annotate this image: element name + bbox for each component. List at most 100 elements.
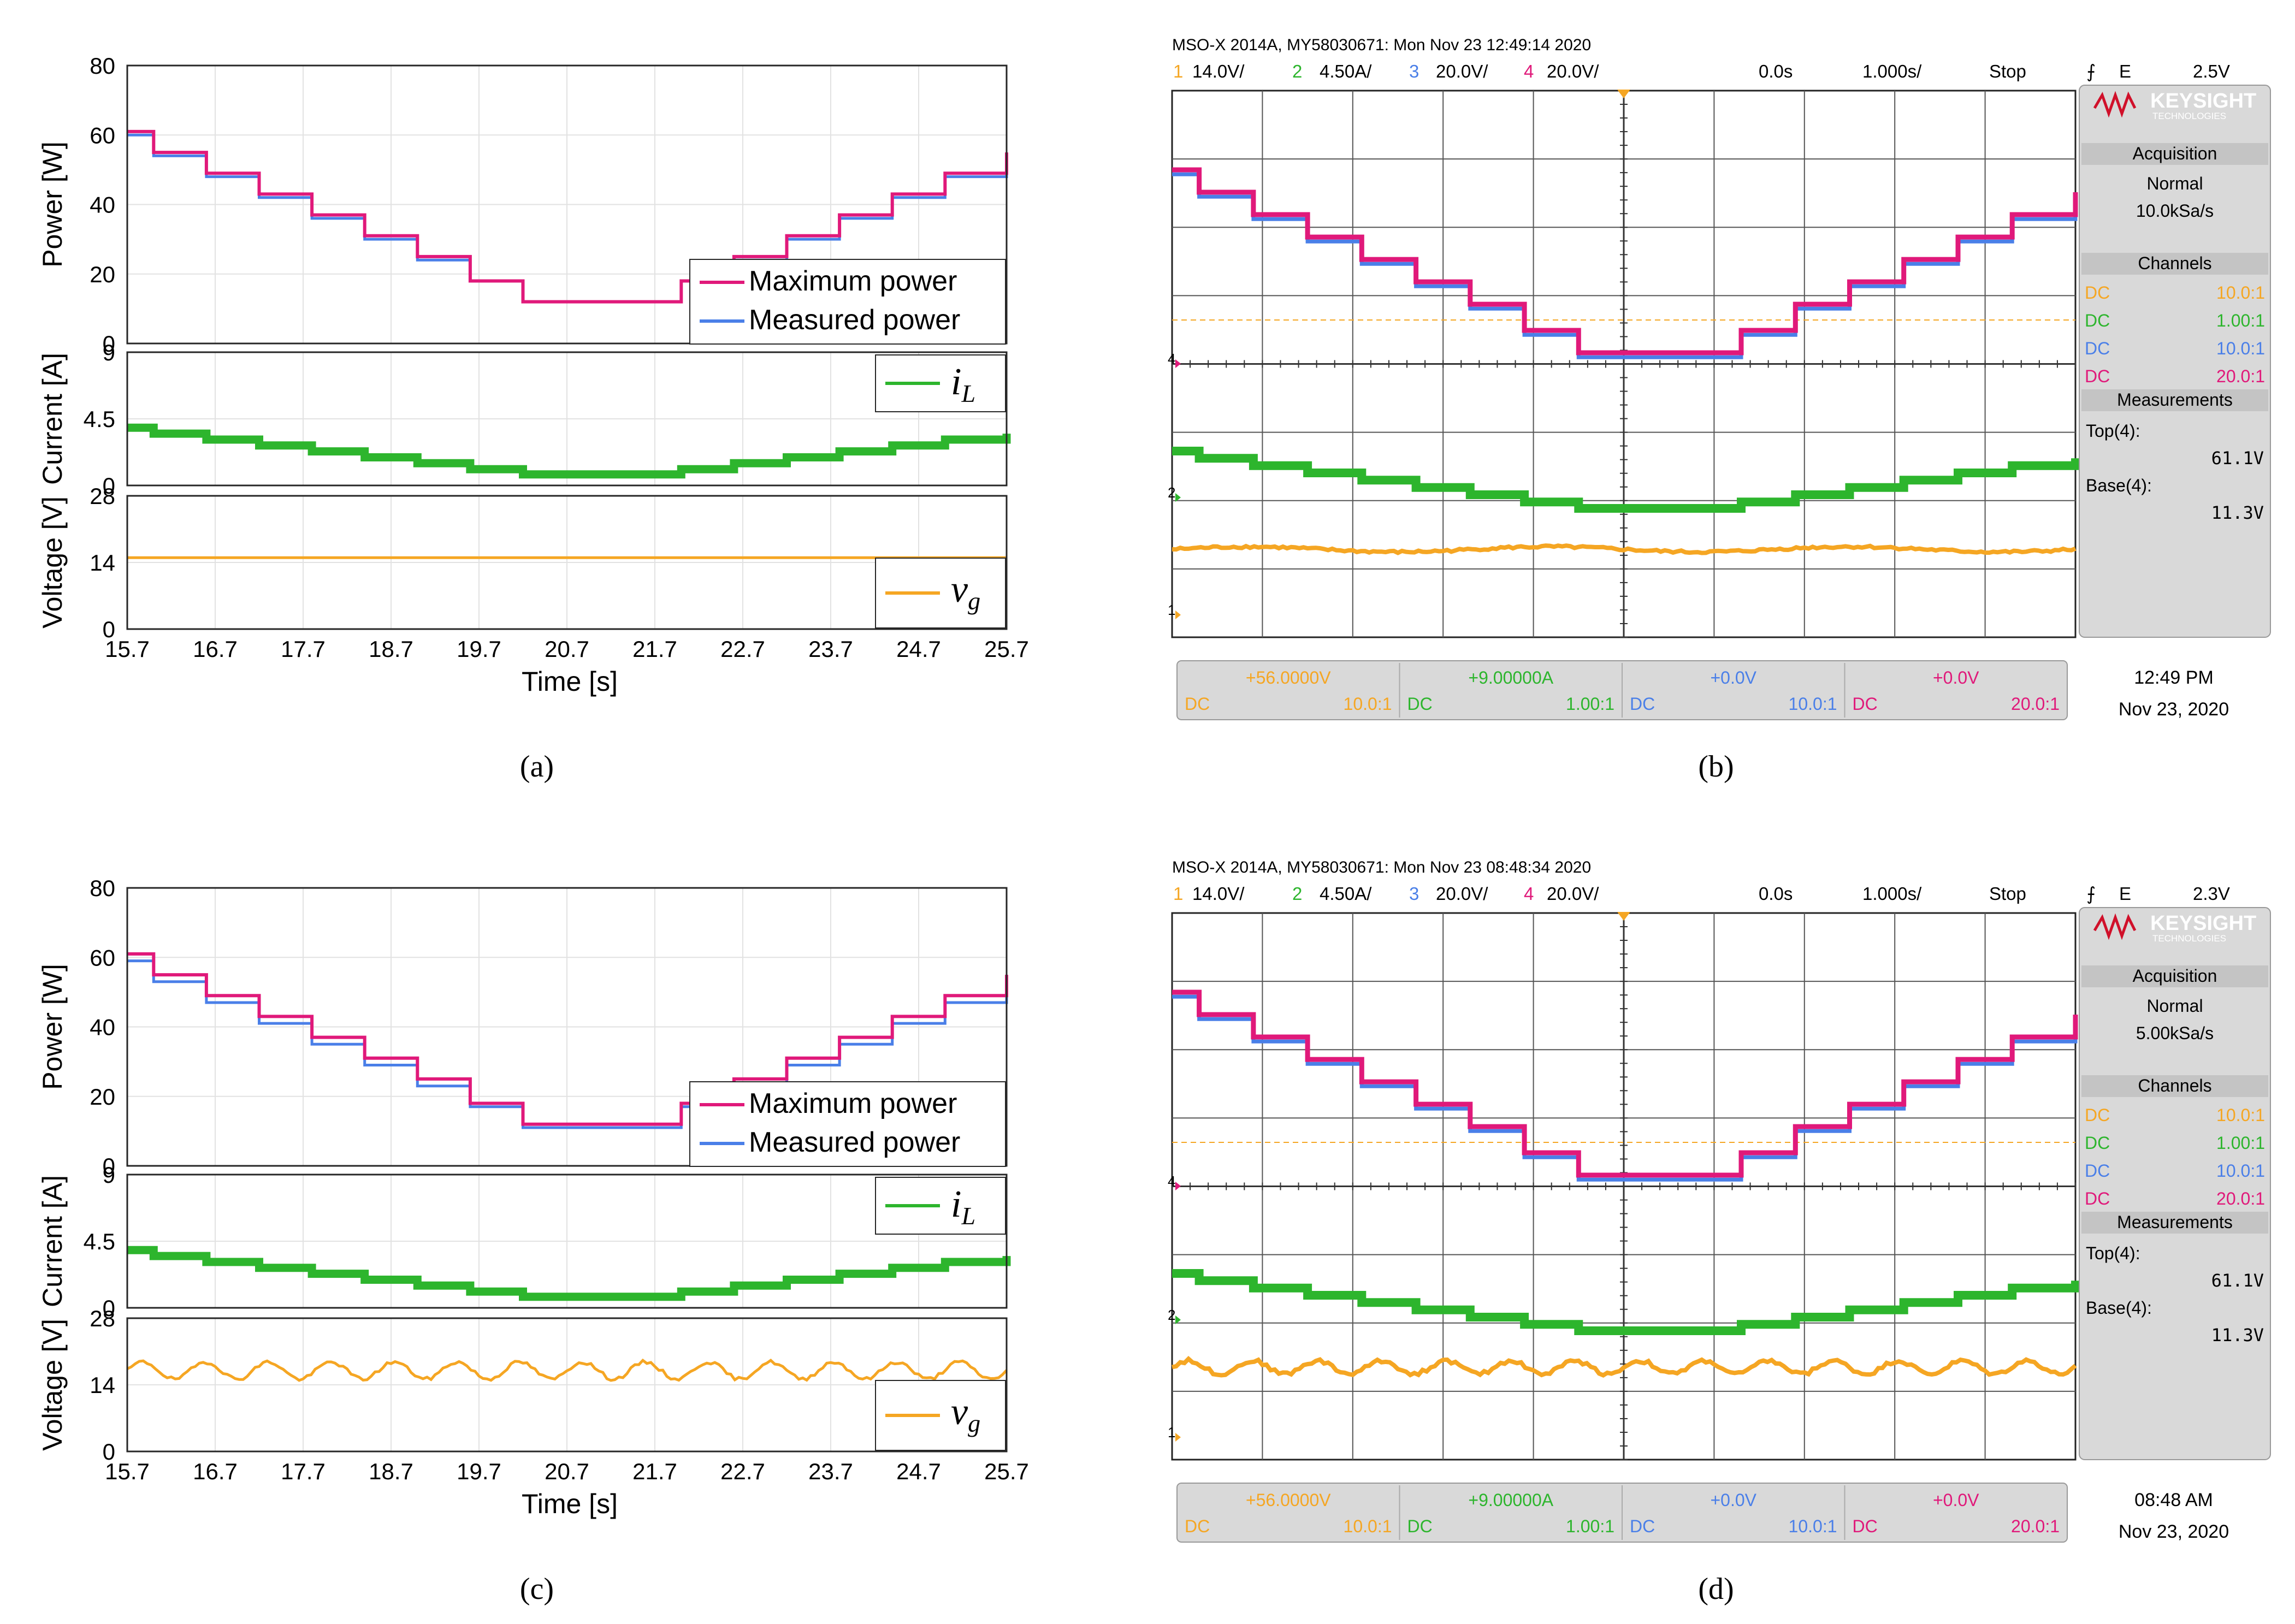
trigger-level: 2.3V	[2193, 884, 2230, 904]
x-tick-label: 25.7	[984, 636, 1029, 662]
channel-offset: +9.00000A	[1468, 1490, 1553, 1510]
il-subscript: L	[961, 380, 975, 407]
trigger-marker-icon	[1617, 90, 1630, 98]
acquisition-mode: Normal	[2146, 174, 2203, 193]
channels-label: Channels	[2138, 1076, 2211, 1095]
scale-ch4: 20.0V/	[1547, 884, 1599, 904]
series-maximum-power	[127, 952, 1008, 1126]
legend-label-measured: Measured power	[749, 304, 960, 336]
timebase: 1.000s/	[1862, 61, 1922, 81]
il-symbol: i	[951, 361, 961, 403]
y-tick-label: 4.5	[84, 1229, 115, 1254]
ground-arrow-icon	[1175, 1433, 1181, 1442]
trigger-marker-icon	[1617, 912, 1630, 921]
channel-offset: +0.0V	[1710, 1490, 1756, 1510]
panel-2: 28 14 0 Voltage [V] vg	[37, 483, 1008, 642]
channel-number: 3	[1409, 61, 1419, 81]
scale-ch1: 14.0V/	[1192, 884, 1245, 904]
y-tick-label: 20	[90, 262, 115, 287]
legend-label-vg: vg	[951, 1391, 980, 1437]
channel-probe: 20.0:1	[2216, 1189, 2265, 1208]
x-axis-label: Time [s]	[522, 666, 618, 697]
x-tick-label: 23.7	[808, 636, 853, 662]
channel-probe: 10.0:1	[1344, 694, 1392, 714]
channel-number: 2	[1292, 61, 1302, 81]
vg-symbol: v	[951, 568, 968, 611]
y-axis-label: Voltage [V]	[37, 1319, 68, 1451]
scale-ch2: 4.50A/	[1320, 61, 1372, 81]
caption: (c)	[520, 1572, 554, 1606]
channel-number: 4	[1524, 61, 1534, 81]
trace-ch1	[1172, 1356, 2077, 1378]
panel-1: 9 4.5 0 Current [A] iL	[37, 1162, 1011, 1321]
ground-arrow-icon	[1175, 359, 1181, 368]
axes-frame	[126, 1173, 1008, 1309]
y-tick-label: 20	[90, 1084, 115, 1110]
channel-coupling: DC	[1185, 1516, 1210, 1536]
x-tick-label: 19.7	[457, 636, 501, 662]
channel-coupling: DC	[1630, 1516, 1655, 1536]
y-tick-label: 40	[90, 1015, 115, 1040]
channel-ground-marker: 4	[1168, 1173, 1175, 1189]
channel-offset: +9.00000A	[1468, 668, 1553, 687]
y-tick-label: 40	[90, 192, 115, 218]
y-tick-label: 9	[103, 1162, 115, 1188]
channel-probe: 10.0:1	[1789, 694, 1837, 714]
delay: 0.0s	[1759, 61, 1793, 81]
caption: (d)	[1698, 1572, 1734, 1606]
channel-coupling: DC	[1853, 694, 1878, 714]
channel-offset: +56.0000V	[1246, 668, 1331, 687]
y-tick-label: 0	[103, 331, 115, 357]
ground-arrow-icon	[1175, 493, 1181, 502]
channel-number: 3	[1409, 884, 1419, 904]
trace-ch4	[1172, 167, 2078, 355]
y-tick-label: 0	[103, 1295, 115, 1321]
measurements-header	[2081, 389, 2268, 411]
channel-coupling: DC	[2085, 366, 2110, 386]
axes-frame	[126, 64, 1008, 345]
scope-b: MSO-X 2014A, MY58030671: Mon Nov 23 12:4…	[1168, 36, 2271, 720]
clock-time: 08:48 AM	[2134, 1490, 2213, 1510]
scale-ch2: 4.50A/	[1320, 884, 1372, 904]
x-tick-label: 23.7	[808, 1459, 853, 1484]
y-axis-label: Current [A]	[37, 353, 68, 485]
trace-ch2	[1172, 447, 2080, 513]
measurement-label: Top(4):	[2086, 1243, 2140, 1263]
y-tick-label: 60	[90, 945, 115, 970]
channel-offset: +56.0000V	[1246, 1490, 1331, 1510]
series-maximum-power	[127, 129, 1008, 304]
y-tick-label: 0	[103, 617, 115, 642]
y-tick-label: 14	[90, 1372, 115, 1398]
brand: KEYSIGHT	[2150, 912, 2256, 935]
caption: (b)	[1698, 750, 1734, 784]
channel-coupling: DC	[1407, 1516, 1433, 1536]
channels-label: Channels	[2138, 253, 2211, 273]
acquisition-label: Acquisition	[2133, 144, 2217, 163]
axes-frame	[126, 351, 1008, 487]
x-tick-label: 22.7	[720, 636, 765, 662]
scope-d: MSO-X 2014A, MY58030671: Mon Nov 23 08:4…	[1168, 858, 2271, 1543]
ground-arrow-icon	[1175, 1182, 1181, 1190]
ground-arrow-icon	[1175, 611, 1181, 619]
scope-title: MSO-X 2014A, MY58030671: Mon Nov 23 08:4…	[1172, 858, 1591, 876]
measurement-label: Base(4):	[2086, 1298, 2152, 1318]
y-axis-label: Power [W]	[37, 964, 68, 1090]
x-tick-label: 25.7	[984, 1459, 1029, 1484]
delay: 0.0s	[1759, 884, 1793, 904]
channel-probe: 20.0:1	[2216, 366, 2265, 386]
channel-offset: +0.0V	[1710, 668, 1756, 687]
caption: (a)	[520, 750, 554, 784]
x-tick-label: 15.7	[105, 636, 150, 662]
y-tick-label: 0	[103, 1153, 115, 1179]
x-tick-label: 16.7	[193, 1459, 238, 1484]
run-state: Stop	[1989, 884, 2026, 904]
x-tick-label: 24.7	[896, 636, 941, 662]
trace-ch1	[1172, 543, 2077, 555]
acquisition-mode: Normal	[2146, 996, 2203, 1016]
channel-coupling: DC	[2085, 1105, 2110, 1125]
sample-rate: 10.0kSa/s	[2136, 201, 2214, 221]
trigger-level: 2.5V	[2193, 61, 2230, 81]
channel-coupling: DC	[1407, 694, 1433, 714]
y-axis-label: Power [W]	[37, 141, 68, 268]
